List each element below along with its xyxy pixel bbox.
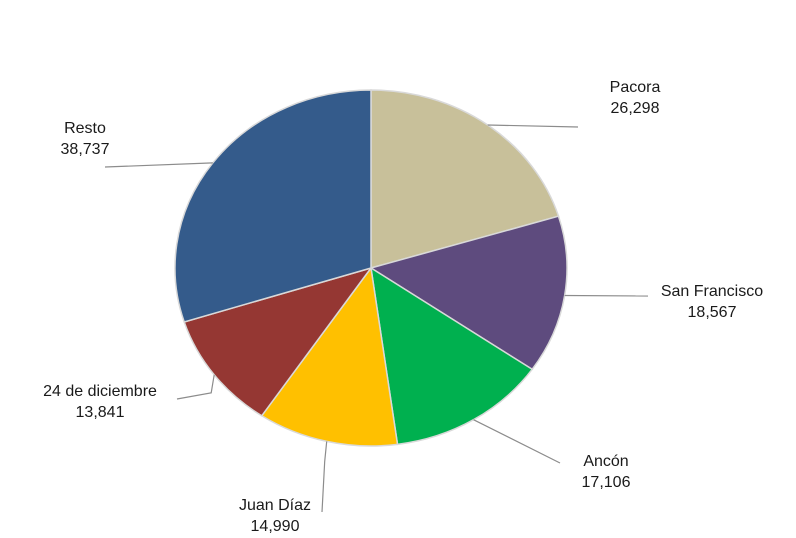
slice-value-pacora: 26,298 xyxy=(611,100,660,117)
leader-line-san-francisco xyxy=(564,294,649,297)
pie-slices xyxy=(174,89,568,447)
slice-labels: Pacora 26,298 San Francisco 18,567 Ancón 17,1… xyxy=(43,79,763,535)
slice-label-pacora: Pacora xyxy=(610,79,661,96)
slice-value-san-francisco: 18,567 xyxy=(688,304,737,321)
slice-value-juan-diaz: 14,990 xyxy=(251,518,300,535)
leader-line-ancon xyxy=(473,419,561,464)
leader-line-24-de-diciembre xyxy=(176,374,215,400)
slice-value-resto: 38,737 xyxy=(61,141,110,158)
slice-value-24-de-diciembre: 13,841 xyxy=(76,404,125,421)
leader-line-juan-diaz xyxy=(321,441,328,513)
slice-value-ancon: 17,106 xyxy=(582,474,631,491)
slice-label-ancon: Ancón xyxy=(583,453,628,470)
slice-label-24-de-diciembre: 24 de diciembre xyxy=(43,383,157,400)
leader-line-pacora xyxy=(487,124,579,128)
leader-lines xyxy=(104,124,649,513)
slice-label-resto: Resto xyxy=(64,120,106,137)
leader-line-resto xyxy=(104,162,213,168)
slice-label-san-francisco: San Francisco xyxy=(661,283,763,300)
pie-slice-juan-diaz xyxy=(260,266,399,447)
slice-label-juan-diaz: Juan Díaz xyxy=(239,497,311,514)
